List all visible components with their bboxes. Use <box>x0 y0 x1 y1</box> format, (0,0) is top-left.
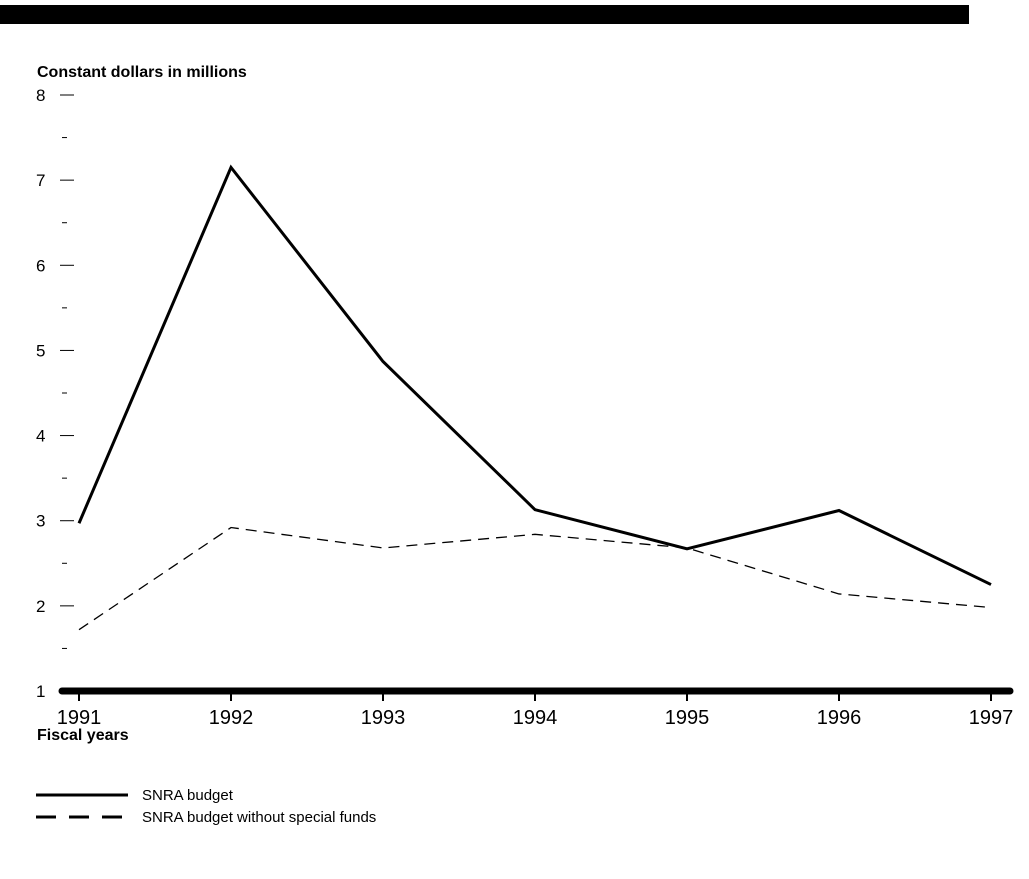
y-tick-label: 3 <box>36 512 45 531</box>
y-tick-label: 6 <box>36 256 45 275</box>
x-axis-label: Fiscal years <box>37 727 129 744</box>
legend-label: SNRA budget without special funds <box>142 809 376 826</box>
header-bar <box>0 5 969 24</box>
series-line-without-special-funds <box>78 526 992 631</box>
y-tick-label: 7 <box>36 171 45 190</box>
y-tick-label: 4 <box>36 427 45 446</box>
y-tick-label: 1 <box>36 682 45 701</box>
y-tick-label: 5 <box>36 341 45 360</box>
x-tick-label: 1997 <box>969 707 1014 729</box>
y-tick-label: 2 <box>36 597 45 616</box>
x-tick-label: 1993 <box>361 707 406 729</box>
x-tick-label: 1992 <box>209 707 254 729</box>
x-tick-label: 1994 <box>513 707 558 729</box>
legend-label: SNRA budget <box>142 787 234 804</box>
x-tick-label: 1995 <box>665 707 710 729</box>
series-line-snra-budget <box>77 164 992 586</box>
x-tick-label: 1996 <box>817 707 862 729</box>
x-tick-label: 1991 <box>57 707 102 729</box>
y-tick-label: 8 <box>36 86 45 105</box>
y-axis-label: Constant dollars in millions <box>37 64 247 81</box>
